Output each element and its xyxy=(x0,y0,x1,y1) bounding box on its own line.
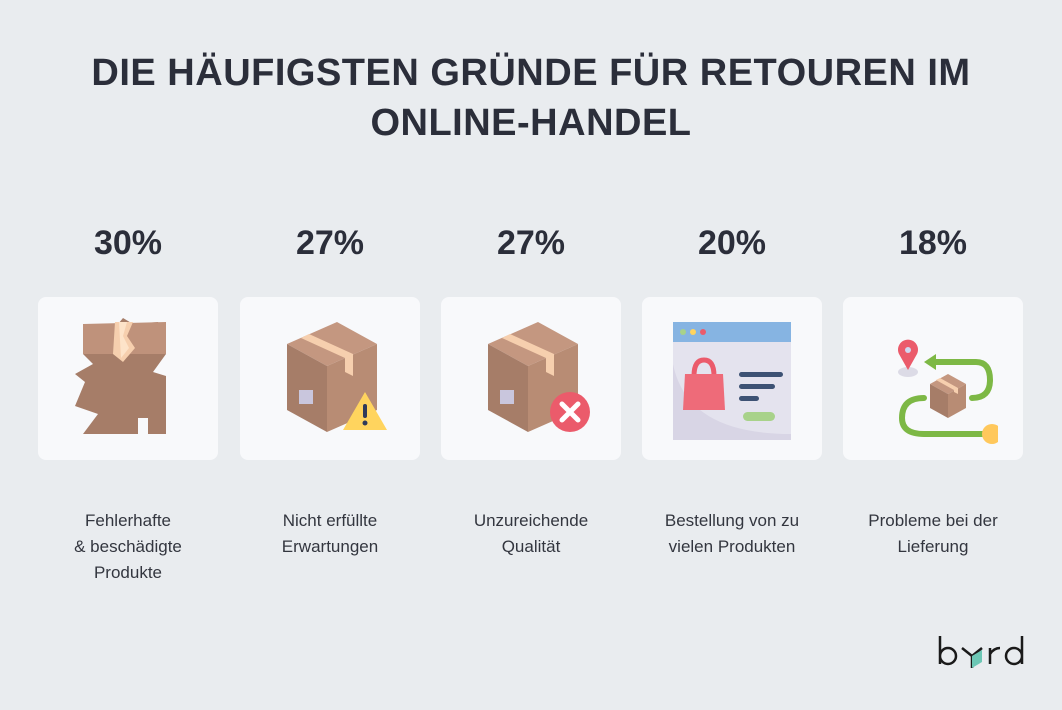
percent-value: 20% xyxy=(697,224,767,262)
reason-column-1: 30% Fehlerhafte & beschädigte Produkte xyxy=(38,222,218,586)
icon-card xyxy=(843,297,1023,460)
reason-column-5: 18% Probleme bei der Lieferung xyxy=(843,222,1023,560)
byrd-logo-icon xyxy=(938,636,1024,668)
reason-column-4: 20% Bestellung von zu vielen Produkten xyxy=(642,222,822,560)
title-line-1: DIE HÄUFIGSTEN GRÜNDE FÜR RETOUREN IM xyxy=(91,52,971,94)
percent-value: 27% xyxy=(295,224,365,262)
reason-label: Bestellung von zu vielen Produkten xyxy=(664,511,800,556)
percent-value: 27% xyxy=(496,224,566,262)
reason-column-3: 27% Unzureichende Qualität xyxy=(441,222,621,560)
percent-value: 18% xyxy=(898,224,968,262)
page-title: DIE HÄUFIGSTEN GRÜNDE FÜR RETOUREN IM ON… xyxy=(0,48,1062,148)
reason-label: Nicht erfüllte Erwartungen xyxy=(281,511,379,556)
reason-label: Unzureichende Qualität xyxy=(473,511,589,556)
reason-label: Fehlerhafte & beschädigte Produkte xyxy=(74,511,182,582)
byrd-logo xyxy=(936,632,1026,680)
box-warning-icon xyxy=(287,321,387,432)
box-error-icon xyxy=(488,321,590,432)
online-shop-icon xyxy=(673,321,791,440)
reason-label: Probleme bei der Lieferung xyxy=(868,511,998,556)
icon-card xyxy=(240,297,420,460)
reason-column-2: 27% Nicht erfüllte Erwartungen xyxy=(240,222,420,560)
damaged-box-icon xyxy=(75,317,166,434)
percent-value: 30% xyxy=(93,224,163,262)
icon-card xyxy=(642,297,822,460)
title-line-2: ONLINE-HANDEL xyxy=(370,102,692,144)
delivery-route-icon xyxy=(898,339,998,444)
icon-card xyxy=(38,297,218,460)
icon-card xyxy=(441,297,621,460)
